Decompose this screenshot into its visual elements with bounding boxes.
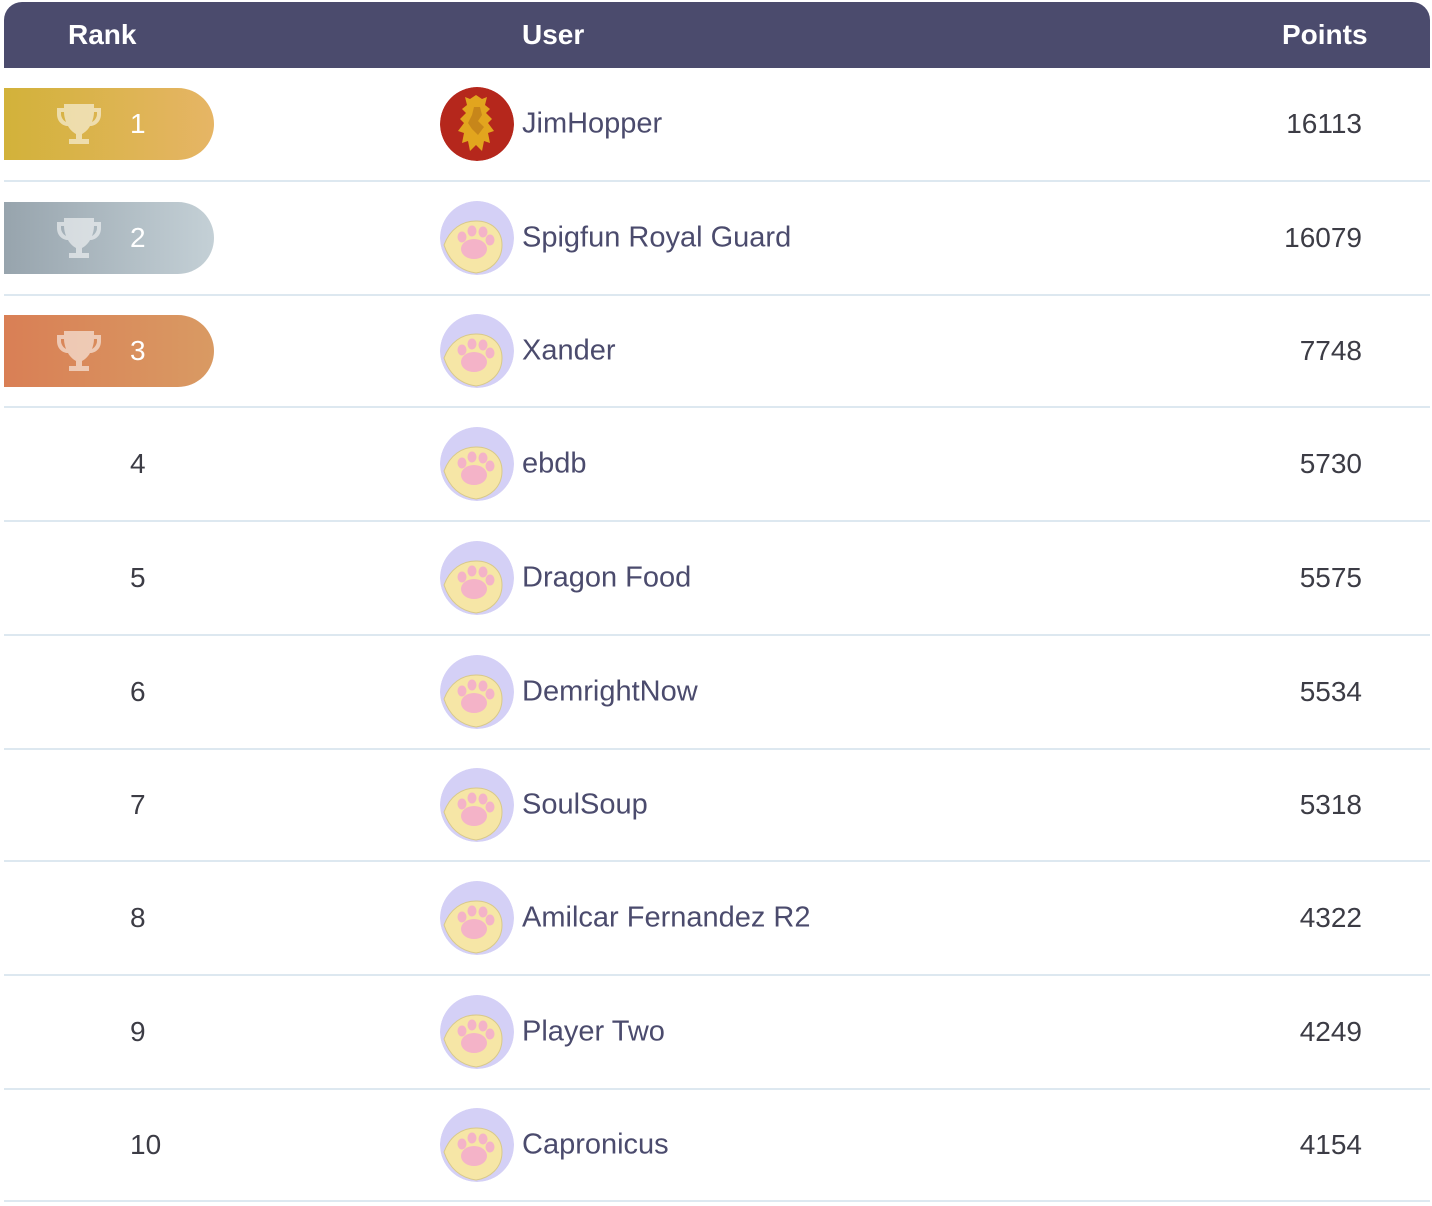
table-body: 1 JimHopper 16113 2 Spigfun Royal Guard 16079… — [4, 68, 1430, 1202]
username-link[interactable]: Capronicus — [522, 1128, 669, 1161]
table-row: 7 SoulSoup 5318 — [4, 750, 1430, 862]
trophy-icon — [56, 214, 102, 262]
points-value: 16079 — [1284, 222, 1362, 253]
rank-number: 2 — [130, 222, 146, 253]
points-value: 4249 — [1299, 1016, 1362, 1047]
rank-number: 6 — [130, 676, 146, 707]
rank-badge-gold: 1 — [4, 88, 214, 160]
rank-badge-bronze: 3 — [4, 315, 214, 387]
points-value: 16113 — [1286, 108, 1362, 139]
table-row: 9 Player Two 4249 — [4, 976, 1430, 1090]
avatar[interactable] — [440, 427, 514, 501]
username-link[interactable]: JimHopper — [522, 107, 663, 140]
rank-number: 8 — [130, 902, 146, 933]
points-value: 4154 — [1299, 1129, 1362, 1160]
paw-icon — [440, 768, 514, 842]
rank-number: 7 — [130, 789, 146, 820]
paw-icon — [440, 427, 514, 501]
trophy-icon — [56, 100, 102, 148]
points-value: 5575 — [1299, 562, 1362, 593]
trophy-icon — [56, 327, 102, 375]
username-link[interactable]: Dragon Food — [522, 561, 692, 594]
username-link[interactable]: DemrightNow — [522, 675, 698, 708]
username-link[interactable]: SoulSoup — [522, 788, 648, 821]
avatar[interactable] — [440, 314, 514, 388]
table-row: 6 DemrightNow 5534 — [4, 636, 1430, 750]
avatar[interactable] — [440, 541, 514, 615]
column-header-user: User — [522, 19, 585, 50]
table-row: 8 Amilcar Fernandez R2 4322 — [4, 862, 1430, 976]
paw-icon — [440, 995, 514, 1069]
username-link[interactable]: Xander — [522, 334, 616, 367]
table-row: 5 Dragon Food 5575 — [4, 522, 1430, 636]
username-link[interactable]: Player Two — [522, 1015, 665, 1048]
rank-number: 3 — [130, 335, 146, 366]
rank-badge-silver: 2 — [4, 202, 214, 274]
table-row: 10 Capronicus 4154 — [4, 1090, 1430, 1202]
avatar[interactable] — [440, 995, 514, 1069]
avatar[interactable] — [440, 87, 514, 161]
column-header-rank: Rank — [68, 19, 137, 50]
rank-number: 1 — [130, 108, 146, 139]
table-row: 1 JimHopper 16113 — [4, 68, 1430, 182]
avatar[interactable] — [440, 655, 514, 729]
paw-icon — [440, 655, 514, 729]
points-value: 5730 — [1299, 448, 1362, 479]
paw-icon — [440, 541, 514, 615]
avatar[interactable] — [440, 201, 514, 275]
avatar[interactable] — [440, 768, 514, 842]
rank-number: 10 — [130, 1129, 162, 1160]
points-value: 5534 — [1299, 676, 1362, 707]
lion-crest-icon — [440, 87, 514, 161]
avatar[interactable] — [440, 1108, 514, 1182]
username-link[interactable]: ebdb — [522, 447, 587, 480]
avatar[interactable] — [440, 881, 514, 955]
paw-icon — [440, 201, 514, 275]
paw-icon — [440, 314, 514, 388]
rank-number: 9 — [130, 1016, 146, 1047]
table-row: 2 Spigfun Royal Guard 16079 — [4, 182, 1430, 296]
rank-number: 4 — [130, 448, 146, 479]
table-row: 3 Xander 7748 — [4, 296, 1430, 408]
leaderboard-table: Rank User Points 1 JimHopper 16113 2 Spigfun… — [4, 2, 1430, 1202]
username-link[interactable]: Spigfun Royal Guard — [522, 221, 792, 254]
paw-icon — [440, 1108, 514, 1182]
rank-number: 5 — [130, 562, 146, 593]
points-value: 4322 — [1299, 902, 1362, 933]
table-row: 4 ebdb 5730 — [4, 408, 1430, 522]
username-link[interactable]: Amilcar Fernandez R2 — [522, 901, 811, 934]
points-value: 7748 — [1299, 335, 1362, 366]
points-value: 5318 — [1299, 789, 1362, 820]
table-header: Rank User Points — [4, 2, 1430, 68]
column-header-points: Points — [1282, 19, 1368, 50]
paw-icon — [440, 881, 514, 955]
